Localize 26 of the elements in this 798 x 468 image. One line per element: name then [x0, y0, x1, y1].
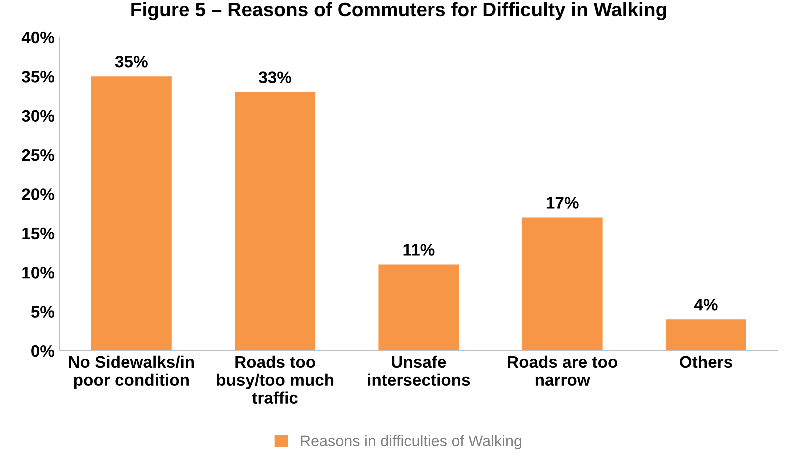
bar — [378, 264, 460, 351]
data-label: 4% — [694, 299, 718, 311]
x-tick-label: No Sidewalks/in poor condition — [69, 356, 194, 390]
x-tick-label: Roads are too narrow — [508, 356, 618, 386]
y-tick-label: 25% — [22, 149, 55, 162]
x-tick-label: Unsafe intersections — [368, 356, 470, 386]
chart-title: Figure 5 – Reasons of Commuters for Difficulty in Walking — [132, 2, 666, 21]
bar — [235, 92, 316, 351]
y-tick-label: 0% — [32, 345, 55, 358]
data-label: 35% — [115, 56, 148, 68]
y-tick-label: 30% — [22, 110, 55, 122]
x-tick-label: Others — [680, 356, 732, 368]
y-tick-label: 20% — [22, 188, 55, 200]
y-tick-label: 35% — [22, 71, 55, 83]
y-tick-label: 10% — [22, 267, 55, 279]
data-label: 33% — [259, 72, 292, 84]
y-tick-label: 40% — [22, 32, 55, 44]
legend-label: Reasons in difficulties of Walking — [301, 435, 522, 450]
bar — [522, 218, 603, 351]
bar — [666, 320, 746, 351]
data-label: 11% — [404, 244, 435, 256]
y-tick-label: 5% — [31, 306, 55, 318]
x-tick-label: Roads too busy/too much traffic — [217, 356, 334, 404]
data-label: 17% — [546, 197, 579, 209]
bar — [91, 76, 172, 351]
y-tick-label: 15% — [22, 228, 55, 240]
